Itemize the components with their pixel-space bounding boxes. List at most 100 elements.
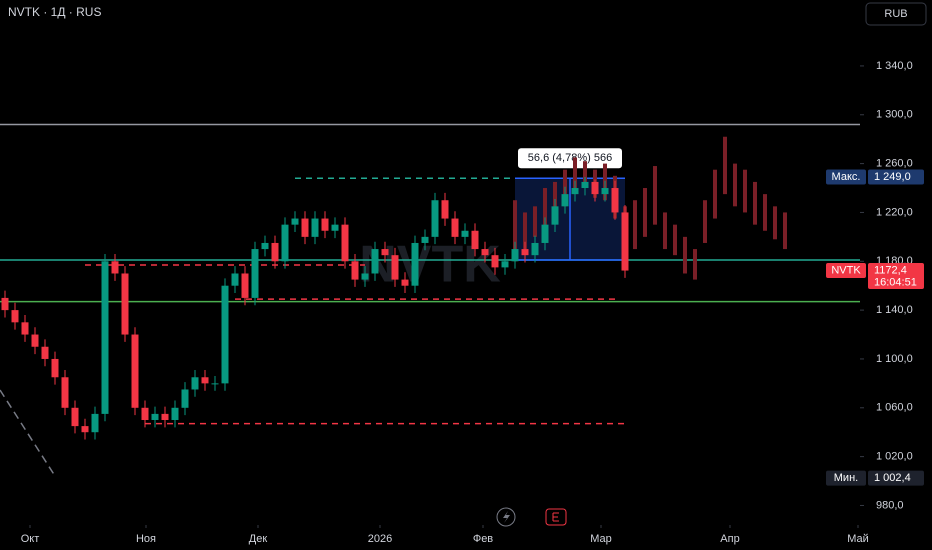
price-tag-value: 1172,4 [874,264,907,276]
projection-candle [773,206,777,240]
candle-body [161,413,169,420]
candle-body [241,273,249,298]
candle-body [571,188,579,195]
earnings-icon[interactable] [545,508,567,526]
candle-body [171,407,179,420]
candle-body [581,181,589,189]
projection-candle [523,212,527,250]
candle-body [511,249,519,262]
trend-line [0,389,56,477]
events-icon-bolt [503,511,510,523]
y-tick-label: 1 260,0 [876,158,913,170]
measure-label-bg [518,148,622,169]
candle-body [341,224,349,262]
candle-body [101,261,109,414]
candle-body [401,279,409,286]
candle-body [121,273,129,335]
currency-button[interactable] [865,2,927,26]
candle-body [371,249,379,274]
events-icon[interactable] [496,507,516,527]
plot: 980,01 020,01 060,01 100,01 140,01 180,0… [0,60,913,545]
watermark: NVTK [359,236,501,294]
currency[interactable]: RUB [884,8,907,20]
price-tag-value-bg [868,470,924,486]
projection-candle [643,188,647,237]
projection-candle [703,200,707,243]
candle-body [421,236,429,243]
candle-body [591,181,599,195]
chart-title: NVTK · 1Д · RUS [8,5,101,19]
candle-body [601,188,609,195]
projection-candle [713,169,717,219]
candle-body [521,249,529,256]
candle-body [501,261,509,268]
candle-body [551,206,559,225]
candle-body [621,212,629,271]
candle-body [131,334,139,408]
measure-label: 56,6 (4,78%) 566 [528,152,612,164]
x-tick-label: Фев [473,533,493,545]
y-tick-label: 1 220,0 [876,206,913,218]
y-tick-label: 1 020,0 [876,451,913,463]
projection-candle [533,206,537,237]
candle-body [441,200,449,219]
candle-body [11,310,19,323]
projection-candle [763,194,767,231]
x-tick-label: Май [847,533,869,545]
candle-body [251,249,259,298]
projection-candle [633,200,637,250]
candle-body [481,249,489,256]
projection-candle [543,188,547,231]
candle-body [41,346,49,359]
candle-body [461,230,469,237]
candle-body [51,358,59,378]
projection-candle [783,212,787,250]
x-tick-label: Ноя [136,533,156,545]
price-tag-value-bg [868,169,924,185]
candle-body [271,242,279,262]
candle-body [111,261,119,274]
price-tag-value-bg [868,263,924,290]
price-tag-name: NVTK [831,264,861,276]
candle-body [531,242,539,256]
candle-body [281,224,289,262]
candle-body [211,383,219,385]
candle-body [351,261,359,280]
candle-body [151,413,159,420]
x-tick-label: Мар [590,533,612,545]
x-tick-label: Дек [249,533,268,545]
price-tag-name-bg [826,169,866,185]
candle-body [231,273,239,286]
y-tick-label: 980,0 [876,499,904,511]
y-tick-label: 1 060,0 [876,402,913,414]
projection-candle [753,181,757,225]
candle-body [191,377,199,390]
candle-body [201,377,209,384]
candle-body [1,297,9,311]
candle-body [561,194,569,207]
candle-body [91,413,99,433]
candle-body [411,242,419,286]
price-tag-value: 1 002,4 [874,472,911,484]
candle-body [21,322,29,335]
candle-body [181,389,189,408]
price-tag-name-bg [826,470,866,486]
earnings-icon-e [552,512,559,522]
y-tick-label: 1 300,0 [876,109,913,121]
candle-body [71,407,79,427]
candle-body [391,255,399,280]
projection-candle [583,161,587,189]
y-tick-label: 1 100,0 [876,353,913,365]
projection-candle [663,212,667,250]
candle-body [331,224,339,231]
candle-body [491,255,499,268]
candle-body [31,334,39,347]
x-tick-label: Окт [21,533,40,545]
price-tag-name: Мин. [834,472,858,484]
candle-body [321,218,329,231]
projection-candle [723,136,727,195]
candle-body [541,224,549,243]
candle-body [261,242,269,250]
